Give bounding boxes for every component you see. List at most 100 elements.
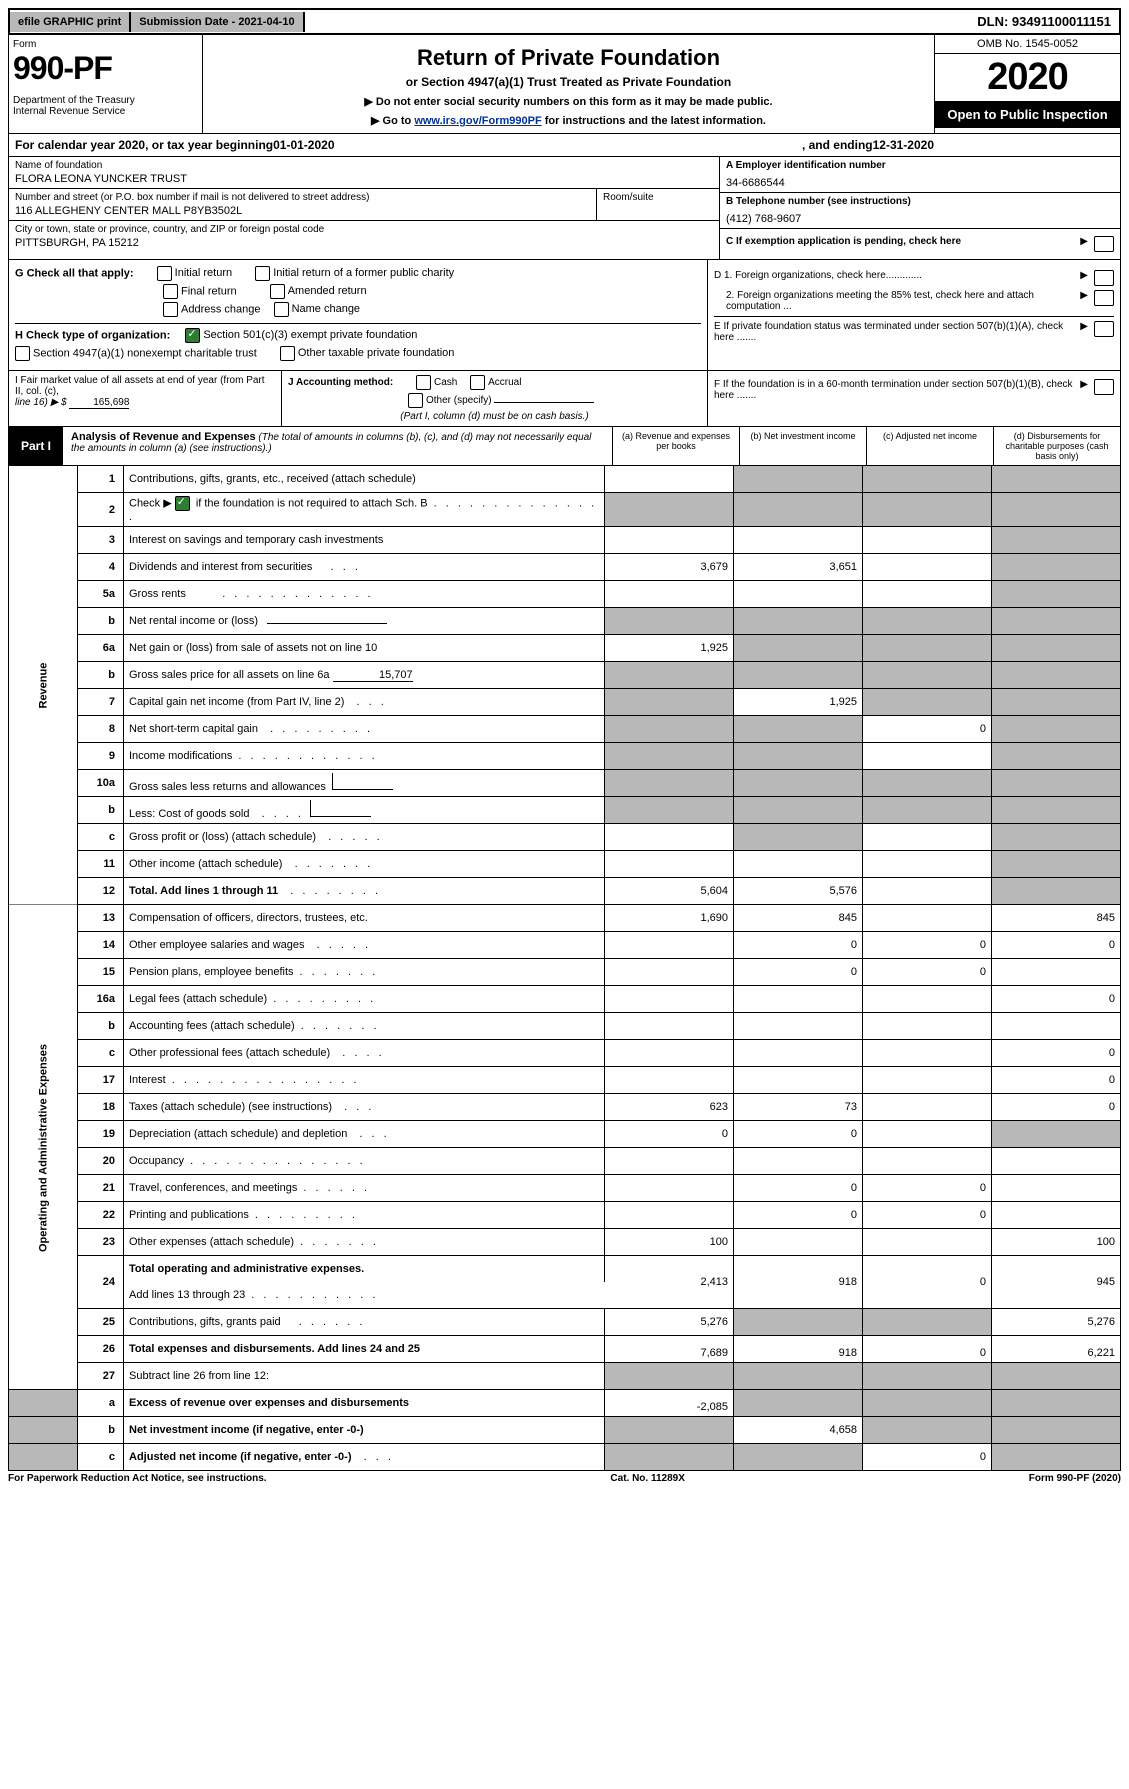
table-row: bAccounting fees (attach schedule) . . .… (9, 1013, 1121, 1040)
section-j: J Accounting method: Cash Accrual Other … (282, 371, 707, 426)
d2-row: 2. Foreign organizations meeting the 85%… (714, 290, 1114, 312)
g-opt-3: Amended return (288, 285, 367, 297)
r1-desc: Contributions, gifts, grants, etc., rece… (124, 466, 605, 493)
j-other-checkbox[interactable] (408, 393, 423, 408)
dln-label: DLN: 93491100011151 (969, 10, 1119, 33)
table-row: 14Other employee salaries and wages . . … (9, 932, 1121, 959)
g-opt-4: Address change (181, 303, 261, 315)
r6b-desc: Gross sales price for all assets on line… (124, 662, 605, 689)
table-row: 2Check ▶ if the foundation is not requir… (9, 493, 1121, 527)
footer-right: Form 990-PF (2020) (1029, 1473, 1121, 1484)
col-a-head: (a) Revenue and expenses per books (612, 427, 739, 465)
e-row: E If private foundation status was termi… (714, 316, 1114, 343)
ein-cell: A Employer identification number 34-6686… (720, 157, 1120, 193)
phone-label: B Telephone number (see instructions) (726, 196, 911, 207)
omb-number: OMB No. 1545-0052 (935, 35, 1120, 54)
h-4947-checkbox[interactable] (15, 346, 30, 361)
c-checkbox[interactable] (1094, 236, 1114, 252)
table-row: Revenue 1Contributions, gifts, grants, e… (9, 466, 1121, 493)
j-accrual-checkbox[interactable] (470, 375, 485, 390)
d1-checkbox[interactable] (1094, 270, 1114, 286)
h-501c3-checkbox[interactable] (185, 328, 200, 343)
part-title: Analysis of Revenue and Expenses (71, 431, 256, 443)
section-i: I Fair market value of all assets at end… (9, 371, 282, 426)
r16c-desc: Other professional fees (attach schedule… (124, 1040, 605, 1067)
f-checkbox[interactable] (1094, 379, 1114, 395)
i-line: line 16) ▶ $ (15, 397, 67, 408)
r9-desc: Income modifications . . . . . . . . . .… (124, 743, 605, 770)
d2-checkbox[interactable] (1094, 290, 1114, 306)
checks-section: G Check all that apply: Initial return I… (8, 260, 1121, 371)
part1-table: Revenue 1Contributions, gifts, grants, e… (8, 466, 1121, 1471)
table-row: 27Subtract line 26 from line 12: (9, 1363, 1121, 1390)
g-final-checkbox[interactable] (163, 284, 178, 299)
col-c-head: (c) Adjusted net income (866, 427, 993, 465)
section-i-j: I Fair market value of all assets at end… (8, 371, 1121, 427)
form-label: Form (13, 39, 198, 50)
r12-desc: Total. Add lines 1 through 11 . . . . . … (124, 878, 605, 905)
table-row: 24Total operating and administrative exp… (9, 1256, 1121, 1283)
cal-end: 12-31-2020 (873, 138, 934, 152)
foundation-name: FLORA LEONA YUNCKER TRUST (15, 173, 713, 185)
expenses-label: Operating and Administrative Expenses (9, 905, 78, 1390)
e-text: E If private foundation status was termi… (714, 321, 1074, 343)
r27-desc: Subtract line 26 from line 12: (124, 1363, 605, 1390)
section-h: H Check type of organization: Section 50… (15, 323, 701, 361)
g-opt-1: Initial return of a former public charit… (273, 267, 454, 279)
submission-date: Submission Date - 2021-04-10 (131, 12, 304, 32)
note-goto-pre: ▶ Go to (371, 115, 414, 127)
exemption-cell: C If exemption application is pending, c… (720, 229, 1120, 259)
r22-desc: Printing and publications . . . . . . . … (124, 1202, 605, 1229)
arrow-icon: ▶ (1080, 290, 1088, 301)
table-row: cGross profit or (loss) (attach schedule… (9, 824, 1121, 851)
i-value: 165,698 (69, 397, 129, 409)
g-address-checkbox[interactable] (163, 302, 178, 317)
efile-button[interactable]: efile GRAPHIC print (10, 12, 131, 32)
arrow-icon: ▶ (1080, 379, 1088, 390)
f-text: F If the foundation is in a 60-month ter… (714, 379, 1074, 401)
table-row: 5aGross rents . . . . . . . . . . . . . (9, 581, 1121, 608)
g-opt-0: Initial return (175, 267, 232, 279)
g-former-checkbox[interactable] (255, 266, 270, 281)
g-amended-checkbox[interactable] (270, 284, 285, 299)
page-footer: For Paperwork Reduction Act Notice, see … (8, 1473, 1121, 1484)
form-subtitle: or Section 4947(a)(1) Trust Treated as P… (209, 75, 928, 89)
e-checkbox[interactable] (1094, 321, 1114, 337)
r11-desc: Other income (attach schedule) . . . . .… (124, 851, 605, 878)
table-row: bNet rental income or (loss) (9, 608, 1121, 635)
r2-checkbox[interactable] (175, 496, 190, 511)
c-label: C If exemption application is pending, c… (726, 236, 961, 247)
r19-desc: Depreciation (attach schedule) and deple… (124, 1121, 605, 1148)
h-other-checkbox[interactable] (280, 346, 295, 361)
revenue-label: Revenue (9, 466, 78, 905)
g-label: G Check all that apply: (15, 267, 134, 279)
g-initial-checkbox[interactable] (157, 266, 172, 281)
city-cell: City or town, state or province, country… (9, 221, 719, 252)
table-row: bNet investment income (if negative, ent… (9, 1417, 1121, 1444)
j-cash-checkbox[interactable] (416, 375, 431, 390)
city-label: City or town, state or province, country… (15, 224, 713, 235)
r16b-desc: Accounting fees (attach schedule) . . . … (124, 1013, 605, 1040)
r5a-desc: Gross rents . . . . . . . . . . . . . (124, 581, 605, 608)
table-row: 23Other expenses (attach schedule) . . .… (9, 1229, 1121, 1256)
arrow-icon: ▶ (1080, 270, 1088, 281)
g-name-checkbox[interactable] (274, 302, 289, 317)
tax-year: 2020 (935, 54, 1120, 101)
foundation-name-cell: Name of foundation FLORA LEONA YUNCKER T… (9, 157, 719, 189)
r17-desc: Interest . . . . . . . . . . . . . . . . (124, 1067, 605, 1094)
open-public: Open to Public Inspection (935, 101, 1120, 128)
cal-begin: 01-01-2020 (273, 138, 334, 152)
top-bar: efile GRAPHIC print Submission Date - 20… (8, 8, 1121, 35)
r6a-desc: Net gain or (loss) from sale of assets n… (124, 635, 605, 662)
r14-desc: Other employee salaries and wages . . . … (124, 932, 605, 959)
r27a-desc: Excess of revenue over expenses and disb… (124, 1390, 605, 1417)
table-row: 25Contributions, gifts, grants paid . . … (9, 1309, 1121, 1336)
table-row: 21Travel, conferences, and meetings . . … (9, 1175, 1121, 1202)
name-label: Name of foundation (15, 160, 713, 171)
part-badge: Part I (9, 427, 63, 465)
irs-link[interactable]: www.irs.gov/Form990PF (414, 115, 541, 127)
r24-desc: Total operating and administrative expen… (124, 1256, 605, 1283)
section-g: G Check all that apply: Initial return I… (15, 266, 701, 317)
table-row: 6aNet gain or (loss) from sale of assets… (9, 635, 1121, 662)
r15-desc: Pension plans, employee benefits . . . .… (124, 959, 605, 986)
